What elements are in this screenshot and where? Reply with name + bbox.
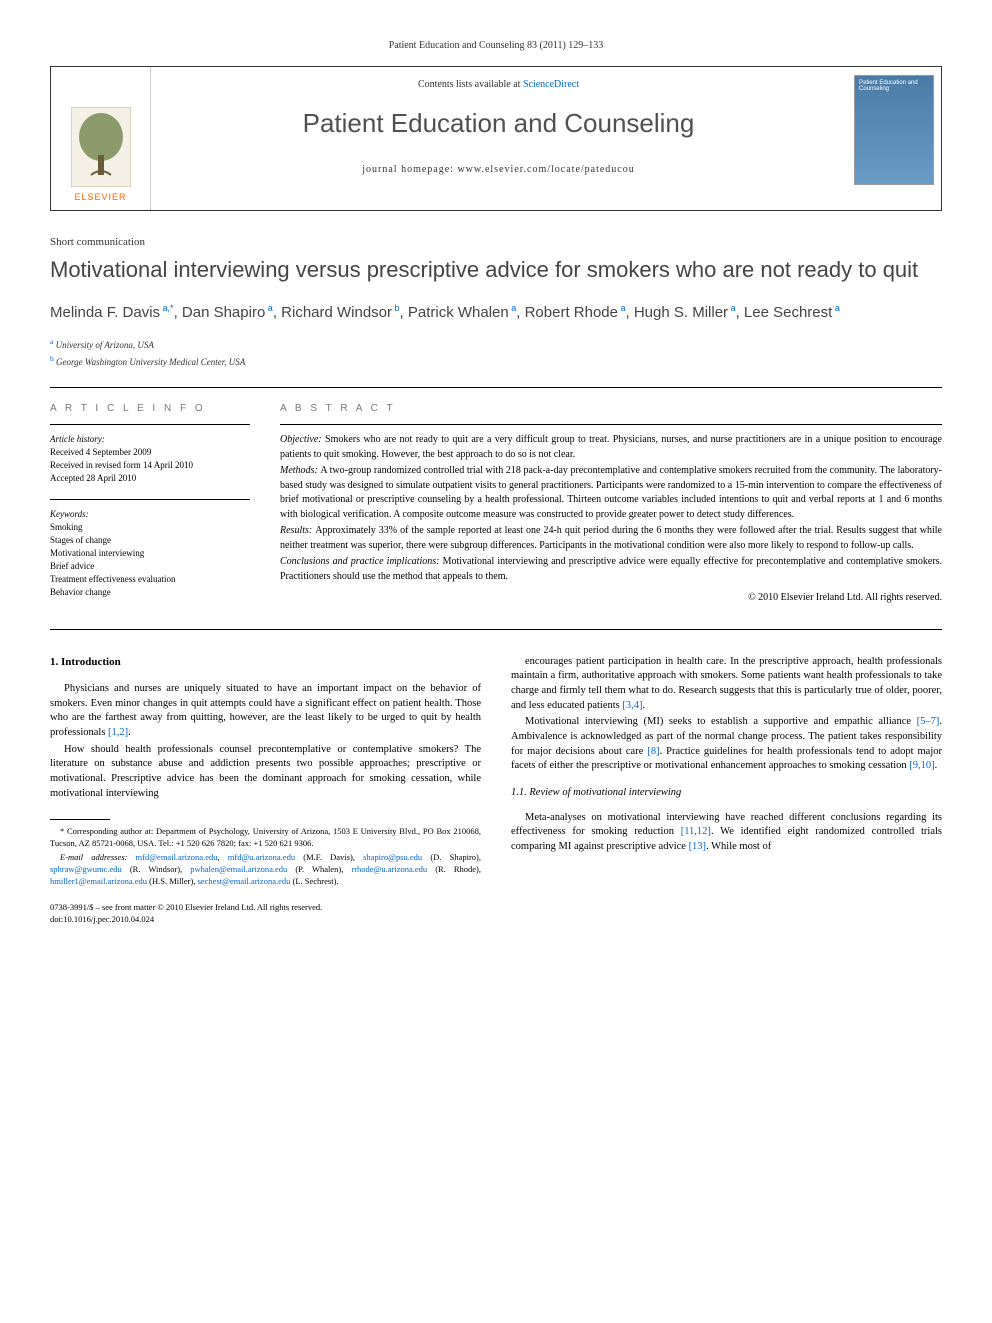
citation-link[interactable]: [13] — [689, 841, 707, 852]
email-link[interactable]: rrhode@u.arizona.edu — [351, 864, 427, 874]
introduction-heading: 1. Introduction — [50, 655, 481, 670]
email-link[interactable]: shapiro@psu.edu — [363, 852, 422, 862]
citation-link[interactable]: [3,4] — [622, 700, 642, 711]
elsevier-label: ELSEVIER — [74, 192, 126, 202]
abstract-run-in-label: Conclusions and practice implications: — [280, 556, 443, 567]
journal-cover-thumbnail: Patient Education and Counseling — [854, 75, 934, 185]
divider — [280, 424, 942, 425]
corr-label: * Corresponding author at: — [60, 826, 153, 836]
abstract-run-in-label: Methods: — [280, 465, 320, 476]
authors-list: Melinda F. Davis a,*, Dan Shapiro a, Ric… — [50, 302, 942, 325]
citation-link[interactable]: [5–7] — [917, 716, 940, 727]
citation-link[interactable]: [1,2] — [108, 727, 128, 738]
article-info-heading: A R T I C L E I N F O — [50, 403, 250, 414]
keywords-label: Keywords: — [50, 508, 250, 521]
email-link[interactable]: hmiller1@email.arizona.edu — [50, 876, 147, 886]
keyword: Smoking — [50, 521, 250, 534]
citation-link[interactable]: [11,12] — [681, 826, 711, 837]
email-link[interactable]: mfd@email.arizona.edu — [136, 852, 218, 862]
history-line: Received in revised form 14 April 2010 — [50, 459, 250, 472]
keyword: Motivational interviewing — [50, 547, 250, 560]
footnote-rule — [50, 819, 110, 820]
body-paragraph: Motivational interviewing (MI) seeks to … — [511, 715, 942, 774]
history-label: Article history: — [50, 433, 250, 446]
abstract-paragraph: Objective: Smokers who are not ready to … — [280, 433, 942, 462]
body-left-column: 1. Introduction Physicians and nurses ar… — [50, 655, 481, 926]
citation-link[interactable]: [8] — [647, 746, 659, 757]
email-label: E-mail addresses: — [60, 852, 136, 862]
affiliation: a University of Arizona, USA — [50, 336, 942, 353]
abstract-copyright: © 2010 Elsevier Ireland Ltd. All rights … — [280, 592, 942, 603]
body-paragraph: encourages patient participation in heal… — [511, 655, 942, 714]
abstract-paragraph: Conclusions and practice implications: M… — [280, 555, 942, 584]
homepage-prefix: journal homepage: — [362, 164, 457, 175]
corresponding-author: * Corresponding author at: Department of… — [50, 826, 481, 850]
issn-line: 0738-3991/$ – see front matter © 2010 El… — [50, 902, 481, 914]
abstract-column: A B S T R A C T Objective: Smokers who a… — [280, 403, 942, 614]
history-line: Accepted 28 April 2010 — [50, 472, 250, 485]
divider — [50, 424, 250, 425]
journal-homepage-line: journal homepage: www.elsevier.com/locat… — [161, 164, 836, 175]
publisher-logo-block: ELSEVIER — [51, 67, 151, 210]
email-link[interactable]: sphraw@gwumc.edu — [50, 864, 122, 874]
affiliation: b George Washington University Medical C… — [50, 353, 942, 370]
masthead-center: Contents lists available at ScienceDirec… — [151, 67, 846, 210]
body-paragraph: Meta-analyses on motivational interviewi… — [511, 811, 942, 855]
keyword: Treatment effectiveness evaluation — [50, 573, 250, 586]
body-paragraph: Physicians and nurses are uniquely situa… — [50, 682, 481, 741]
bottom-matter: 0738-3991/$ – see front matter © 2010 El… — [50, 902, 481, 926]
email-link[interactable]: pwhalen@email.arizona.edu — [190, 864, 287, 874]
contents-available-line: Contents lists available at ScienceDirec… — [161, 79, 836, 90]
cover-thumbnail-block: Patient Education and Counseling — [846, 67, 941, 210]
citation-link[interactable]: [9,10] — [909, 760, 934, 771]
body-right-column: encourages patient participation in heal… — [511, 655, 942, 926]
cover-thumb-title: Patient Education and Counseling — [855, 76, 933, 96]
affiliations-list: a University of Arizona, USAb George Was… — [50, 336, 942, 369]
article-info-column: A R T I C L E I N F O Article history: R… — [50, 403, 250, 614]
divider — [50, 629, 942, 630]
abstract-run-in-label: Objective: — [280, 434, 325, 445]
history-line: Received 4 September 2009 — [50, 446, 250, 459]
email-addresses: E-mail addresses: mfd@email.arizona.edu,… — [50, 852, 481, 888]
sciencedirect-link[interactable]: ScienceDirect — [523, 79, 579, 90]
doi-line: doi:10.1016/j.pec.2010.04.024 — [50, 914, 481, 926]
body-paragraph: How should health professionals counsel … — [50, 743, 481, 802]
footnotes-block: * Corresponding author at: Department of… — [50, 826, 481, 887]
article-history-block: Article history: Received 4 September 20… — [50, 433, 250, 485]
abstract-paragraph: Methods: A two-group randomized controll… — [280, 464, 942, 522]
keyword: Brief advice — [50, 560, 250, 573]
abstract-heading: A B S T R A C T — [280, 403, 942, 414]
divider — [50, 499, 250, 500]
article-type: Short communication — [50, 236, 942, 248]
subsection-heading: 1.1. Review of motivational interviewing — [511, 786, 942, 801]
abstract-run-in-label: Results: — [280, 525, 315, 536]
email-link[interactable]: mfd@u.arizona.edu — [228, 852, 295, 862]
journal-name: Patient Education and Counseling — [161, 108, 836, 139]
keywords-block: Keywords: SmokingStages of changeMotivat… — [50, 508, 250, 599]
keyword: Behavior change — [50, 586, 250, 599]
contents-prefix: Contents lists available at — [418, 79, 523, 90]
article-title: Motivational interviewing versus prescri… — [50, 256, 942, 284]
abstract-paragraph: Results: Approximately 33% of the sample… — [280, 524, 942, 553]
email-link[interactable]: sechest@email.arizona.edu — [198, 876, 291, 886]
elsevier-tree-icon — [71, 107, 131, 187]
journal-masthead: ELSEVIER Contents lists available at Sci… — [50, 66, 942, 211]
keyword: Stages of change — [50, 534, 250, 547]
running-header: Patient Education and Counseling 83 (201… — [50, 40, 942, 51]
homepage-url: www.elsevier.com/locate/pateducou — [457, 164, 634, 175]
